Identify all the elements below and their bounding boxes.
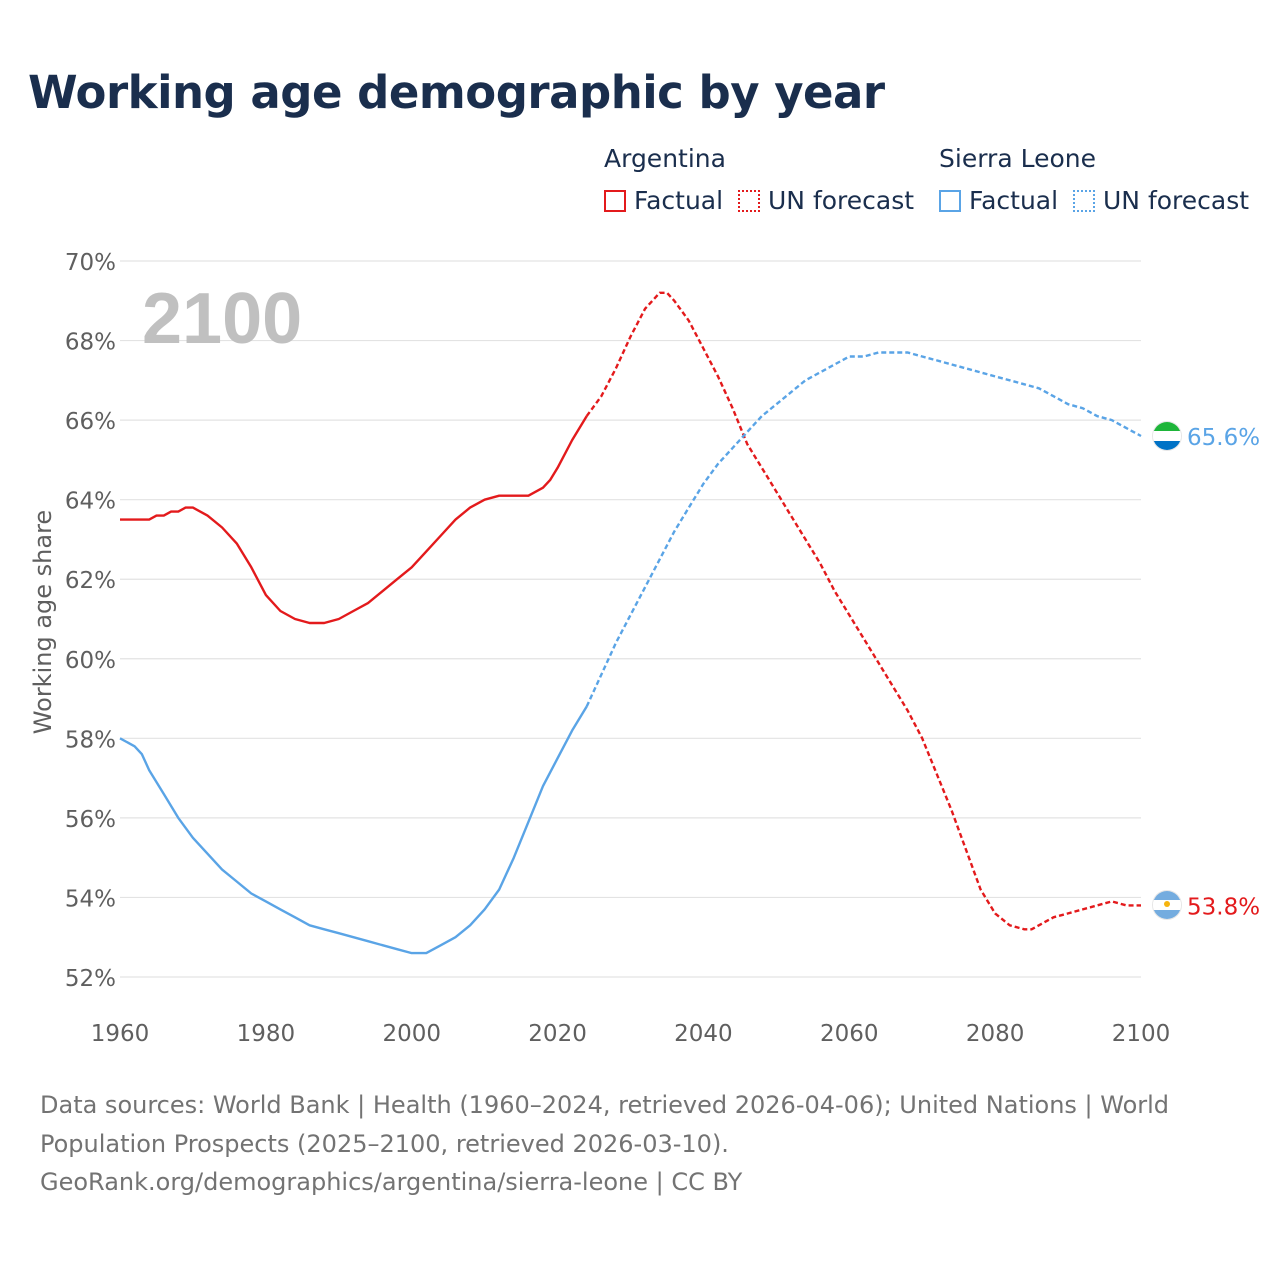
legend-label: Factual	[969, 186, 1059, 215]
flag-band	[1153, 891, 1181, 901]
series-line-argentina-forecast	[585, 291, 1141, 931]
flag-band	[1153, 900, 1181, 910]
x-tick-label: 2080	[966, 1021, 1025, 1047]
source-line: Data sources: World Bank | Health (1960–…	[40, 1091, 1170, 1158]
series-line-sierra-leone-factual	[119, 705, 588, 955]
y-tick-label: 58%	[65, 727, 116, 753]
legend-item-forecast[interactable]: UN forecast	[738, 186, 914, 215]
y-tick-label: 52%	[65, 966, 116, 992]
series-line-sierra-leone-forecast	[585, 351, 1142, 708]
legend-label: UN forecast	[768, 186, 915, 215]
flag-band	[1153, 422, 1181, 432]
x-axis-ticks: 1960 1980 2000 2020 2040 2060 2080 2100	[91, 1021, 1171, 1047]
legend-swatch-solid	[939, 189, 961, 212]
y-tick-label: 70%	[65, 250, 116, 276]
flag-band	[1153, 440, 1181, 450]
y-axis-label: Working age share	[29, 510, 57, 734]
legend-swatch-solid	[604, 189, 626, 212]
series-lines	[119, 291, 1142, 955]
sierra-leone-flag-icon	[1153, 422, 1181, 450]
legend-swatch-dotted	[1073, 189, 1095, 212]
y-tick-label: 56%	[65, 807, 116, 833]
y-tick-label: 64%	[65, 489, 116, 515]
x-tick-label: 2060	[820, 1021, 879, 1047]
series-line-argentina-factual	[120, 415, 588, 625]
year-watermark: 2100	[142, 279, 302, 359]
source-url[interactable]: GeoRank.org/demographics/argentina/sierr…	[40, 1168, 743, 1196]
chart-title: Working age demographic by year	[28, 66, 885, 119]
legend-group-name: Sierra Leone	[939, 144, 1096, 173]
legend-group-name: Argentina	[604, 144, 726, 173]
x-tick-label: 1980	[237, 1021, 296, 1047]
x-tick-label: 2100	[1112, 1021, 1171, 1047]
x-tick-label: 2020	[528, 1021, 587, 1047]
flag-band	[1153, 431, 1181, 441]
y-tick-label: 62%	[65, 568, 116, 594]
end-labels: 53.8% 65.6%	[1187, 425, 1260, 920]
legend-label: UN forecast	[1103, 186, 1250, 215]
x-tick-label: 1960	[91, 1021, 150, 1047]
argentina-flag-icon	[1153, 891, 1181, 919]
end-label-argentina: 53.8%	[1187, 894, 1260, 920]
end-label-sierra-leone: 65.6%	[1187, 425, 1260, 451]
legend-label: Factual	[634, 186, 724, 215]
y-tick-label: 54%	[65, 886, 116, 912]
y-tick-label: 66%	[65, 409, 116, 435]
legend-item-forecast[interactable]: UN forecast	[1073, 186, 1249, 215]
y-tick-label: 60%	[65, 648, 116, 674]
x-tick-label: 2000	[382, 1021, 441, 1047]
legend-swatch-dotted	[738, 189, 760, 212]
y-tick-label: 68%	[65, 330, 116, 356]
y-axis-ticks: 52% 54% 56% 58% 60% 62% 64% 66% 68% 70%	[65, 250, 116, 992]
flag-band	[1153, 909, 1181, 919]
gridlines	[120, 260, 1141, 978]
legend-item-factual[interactable]: Factual	[939, 186, 1058, 215]
legend-item-factual[interactable]: Factual	[604, 186, 723, 215]
sun-icon	[1164, 901, 1170, 908]
data-source-note: Data sources: World Bank | Health (1960–…	[40, 1086, 1240, 1202]
chart-canvas: 52% 54% 56% 58% 60% 62% 64% 66% 68% 70% 1960 1980 2…	[29, 250, 1260, 1047]
x-tick-label: 2040	[674, 1021, 733, 1047]
